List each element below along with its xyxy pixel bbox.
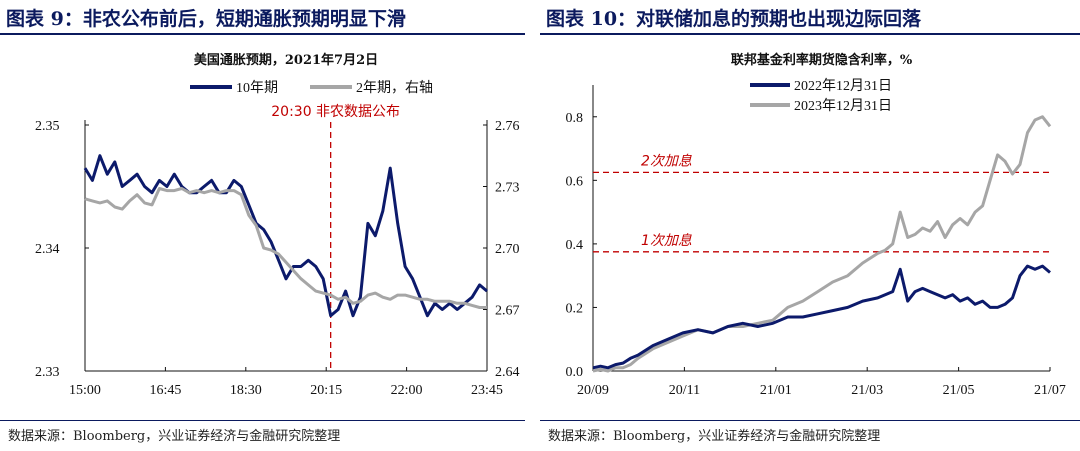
source-note: 数据来源：Bloomberg，兴业证券经济与金融研究院整理: [548, 429, 881, 444]
x-tick-label: 22:00: [391, 383, 423, 398]
y-tick-label: 0.0: [566, 365, 584, 380]
y-right-tick-label: 2.64: [495, 365, 520, 380]
source-rule: [540, 420, 1080, 421]
x-tick-label: 21/07: [1034, 383, 1066, 398]
series-2023-line: [592, 115, 1052, 373]
chart-area: 美国通胀预期，2021年7月2日 2.33 2.34 2.35 2.64 2.67 2.70…: [35, 52, 520, 398]
x-tick-label: 20/09: [577, 383, 609, 398]
x-tick-label: 15:00: [69, 383, 101, 398]
x-tick-label: 18:30: [230, 383, 262, 398]
hike-1-label: 1次加息: [641, 233, 692, 249]
hike-2-label: 2次加息: [641, 153, 692, 169]
y-left-tick-label: 2.35: [35, 119, 60, 134]
figure-title: 图表 10：对联储加息的预期也出现边际回落: [546, 8, 922, 30]
x-tick-label: 20:15: [310, 383, 342, 398]
source-rule: [0, 420, 525, 421]
y-right-tick-label: 2.67: [495, 304, 520, 319]
chart-area: 联邦基金利率期货隐含利率，% 0.0 0.2 0.4 0.6 0.8 20/09 20/11 2…: [566, 52, 1066, 398]
release-marker-label: 20:30 非农数据公布: [271, 104, 400, 120]
legend-label: 2年期，右轴: [356, 80, 433, 96]
chart-title: 美国通胀预期，2021年7月2日: [194, 52, 378, 68]
y-tick-label: 0.4: [566, 238, 584, 253]
y-tick-label: 0.8: [566, 111, 584, 126]
x-tick-label: 20/11: [669, 383, 700, 398]
series-2022-line: [592, 264, 1051, 370]
right-figure: 图表 10：对联储加息的预期也出现边际回落 联邦基金利率期货隐含利率，% 0.0 0…: [540, 0, 1080, 451]
series-2y-line: [84, 187, 487, 309]
y-left-tick-label: 2.33: [35, 365, 60, 380]
series-10y-line: [83, 154, 488, 318]
left-figure: 图表 9：非农公布前后，短期通胀预期明显下滑 美国通胀预期，2021年7月2日 2…: [0, 0, 525, 451]
legend-label: 10年期: [236, 80, 278, 96]
y-tick-label: 0.2: [566, 301, 584, 316]
x-tick-label: 23:45: [471, 383, 503, 398]
y-left-tick-label: 2.34: [35, 242, 60, 257]
y-right-tick-label: 2.76: [495, 119, 520, 134]
source-note: 数据来源：Bloomberg，兴业证券经济与金融研究院整理: [8, 429, 341, 444]
figure-title: 图表 9：非农公布前后，短期通胀预期明显下滑: [6, 8, 406, 30]
chart-title: 联邦基金利率期货隐含利率，%: [731, 52, 913, 68]
legend-label: 2022年12月31日: [794, 78, 892, 94]
title-rule: [0, 33, 525, 35]
x-tick-label: 21/05: [943, 383, 975, 398]
y-right-tick-label: 2.70: [495, 242, 520, 257]
legend-label: 2023年12月31日: [794, 98, 892, 114]
y-right-tick-label: 2.73: [495, 181, 520, 196]
title-rule: [540, 33, 1080, 35]
y-tick-label: 0.6: [566, 174, 584, 189]
x-tick-label: 21/01: [760, 383, 792, 398]
x-tick-label: 16:45: [149, 383, 181, 398]
x-tick-label: 21/03: [851, 383, 883, 398]
